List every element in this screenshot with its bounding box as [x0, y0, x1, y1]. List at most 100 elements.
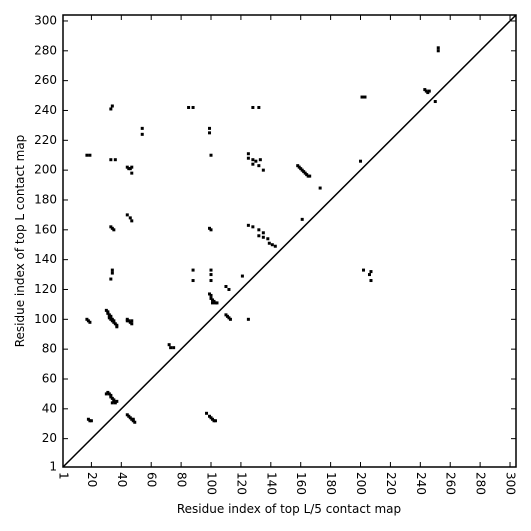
y-tick-label: 240	[34, 103, 57, 117]
contact-point	[224, 284, 228, 288]
x-tick-label: 260	[444, 472, 458, 495]
contact-point	[436, 46, 440, 50]
contact-point	[261, 168, 265, 172]
x-tick-label: 120	[234, 472, 248, 495]
x-tick-label: 280	[474, 472, 488, 495]
y-axis-label: Residue index of top L contact map	[13, 135, 27, 348]
y-tick-label: 120	[34, 282, 57, 296]
y-tick-label: 160	[34, 222, 57, 236]
contact-point	[109, 317, 113, 321]
contact-point	[110, 104, 114, 108]
contact-point	[433, 100, 437, 104]
y-tick-label: 60	[42, 371, 57, 385]
x-tick-label: 300	[504, 472, 518, 495]
contact-point	[209, 153, 213, 157]
y-tick-label: 280	[34, 43, 57, 57]
contact-point	[125, 213, 129, 217]
y-tick-label: 180	[34, 192, 57, 206]
x-tick-label: 40	[115, 472, 129, 487]
contact-point	[318, 186, 322, 190]
contact-point	[115, 325, 119, 329]
contact-point	[130, 171, 134, 175]
contact-point	[246, 223, 250, 227]
contact-point	[228, 317, 232, 321]
y-tick-label: 140	[34, 252, 57, 266]
x-tick-label: 200	[354, 472, 368, 495]
contact-point	[191, 105, 195, 109]
contact-point	[205, 411, 209, 415]
x-tick-label: 180	[324, 472, 338, 495]
contact-point	[258, 158, 262, 162]
contact-point	[140, 132, 144, 136]
y-tick-label: 40	[42, 401, 57, 415]
contact-point	[133, 420, 137, 424]
contact-point	[128, 216, 132, 220]
y-tick-label: 200	[34, 163, 57, 177]
contact-point	[270, 243, 274, 247]
contact-point	[169, 346, 173, 350]
contact-point	[359, 159, 363, 163]
contact-point	[209, 293, 213, 297]
contact-point	[208, 126, 212, 130]
x-tick-label: 1	[57, 472, 71, 480]
contact-point	[362, 268, 366, 272]
contact-point	[115, 399, 119, 403]
contact-point	[209, 268, 213, 272]
contact-point	[261, 231, 265, 235]
x-tick-label: 140	[264, 472, 278, 495]
contact-point	[211, 301, 215, 305]
contact-point	[246, 156, 250, 160]
contact-point	[172, 346, 176, 350]
y-tick-label: 1	[49, 460, 57, 474]
contact-point	[257, 234, 261, 238]
y-tick-label: 220	[34, 133, 57, 147]
contact-point	[257, 228, 261, 232]
contact-point	[110, 271, 114, 275]
contact-point	[246, 152, 250, 156]
contact-point	[191, 268, 195, 272]
contact-point	[88, 320, 92, 324]
contact-point	[110, 268, 114, 272]
contact-point	[208, 131, 212, 135]
contact-point	[308, 174, 312, 178]
contact-point	[209, 228, 213, 232]
contact-point	[209, 273, 213, 277]
contact-point	[125, 319, 129, 323]
contact-point	[215, 301, 219, 305]
contact-point	[113, 158, 117, 162]
contact-point	[261, 235, 265, 239]
x-tick-label: 60	[145, 472, 159, 487]
x-tick-label: 240	[414, 472, 428, 495]
x-tick-label: 100	[205, 472, 219, 495]
contact-point	[131, 417, 135, 421]
contact-point	[130, 322, 134, 326]
contact-point	[110, 401, 114, 405]
x-axis-label: Residue index of top L/5 contact map	[177, 502, 401, 516]
contact-point	[251, 162, 255, 166]
contact-point	[257, 105, 261, 109]
contact-point	[427, 89, 431, 93]
contact-point	[367, 273, 371, 277]
x-tick-label: 80	[175, 472, 189, 487]
contact-point	[266, 237, 270, 241]
contact-point	[254, 159, 258, 163]
contact-point	[88, 153, 92, 157]
contact-point	[257, 164, 261, 168]
contact-point	[209, 279, 213, 283]
contact-point	[251, 105, 255, 109]
y-tick-label: 300	[34, 13, 57, 27]
contact-point	[109, 107, 113, 111]
contact-point	[267, 241, 271, 245]
contact-point	[130, 319, 134, 323]
contact-point	[130, 219, 134, 223]
contact-point	[369, 270, 373, 274]
contact-point	[213, 419, 217, 423]
contact-point	[85, 153, 89, 157]
contact-point	[240, 274, 244, 278]
diagonal	[62, 14, 517, 468]
contact-point	[109, 277, 113, 281]
contact-point	[89, 419, 93, 423]
contact-point	[112, 228, 116, 232]
contact-point	[246, 317, 250, 321]
